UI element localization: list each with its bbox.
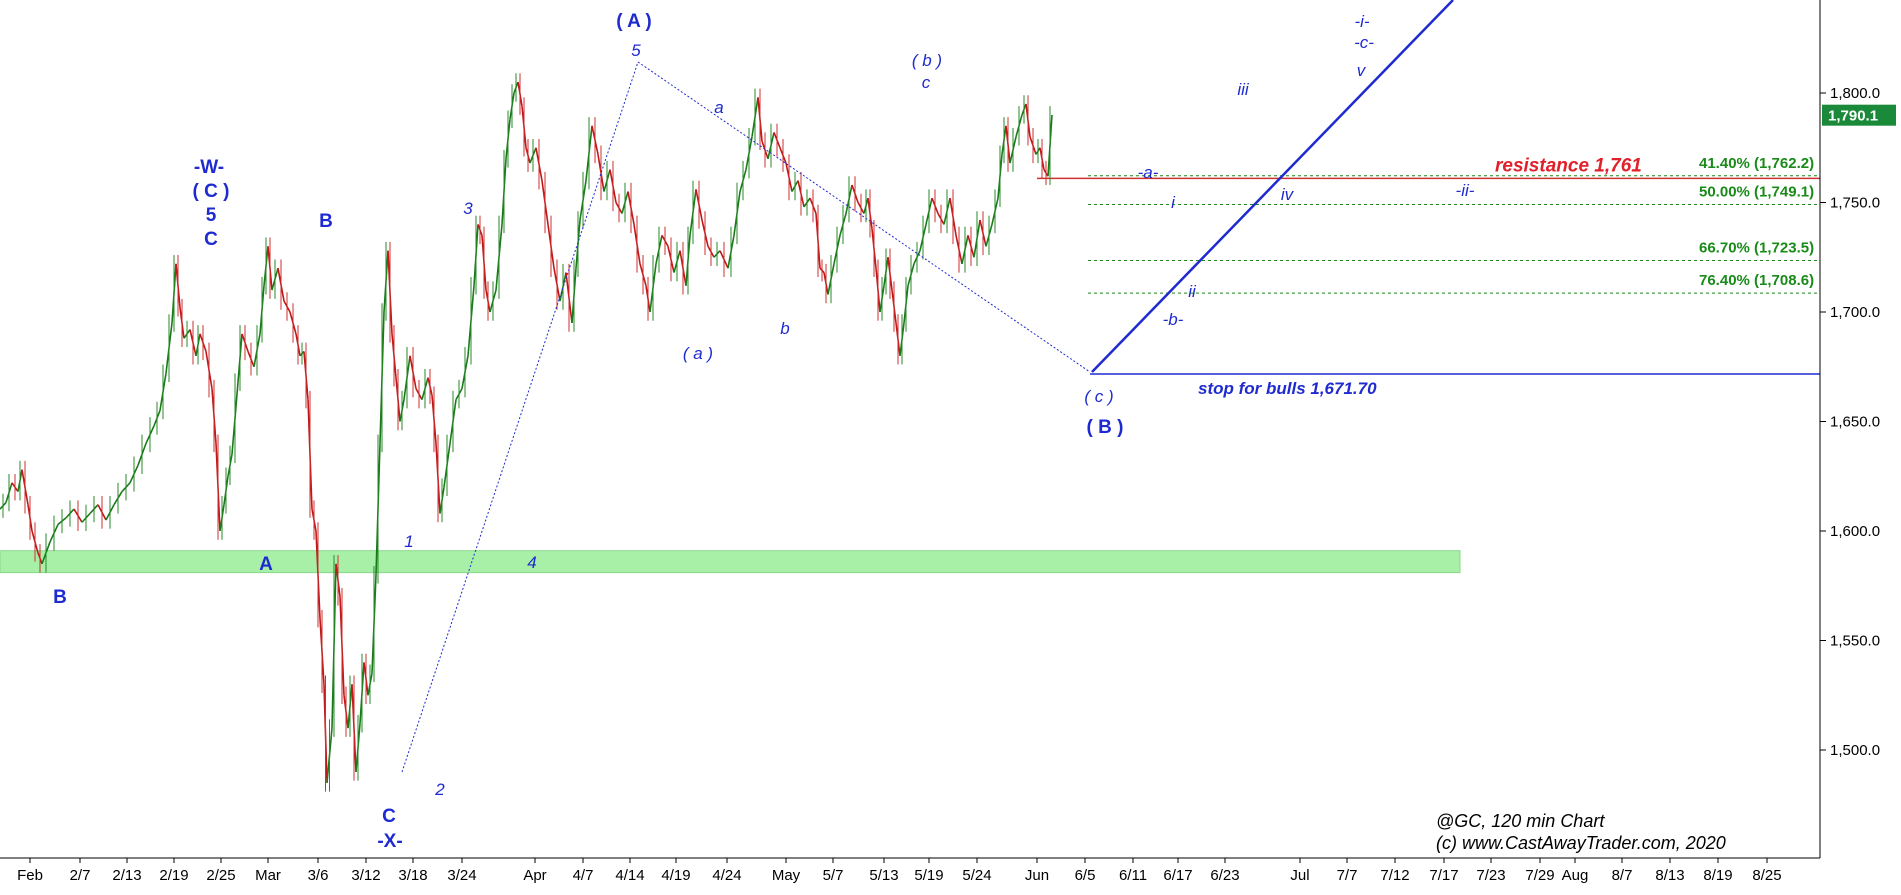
wave-label: a [714, 98, 723, 117]
wave-label: A [259, 554, 273, 575]
wave-label: C [204, 229, 218, 250]
x-tick-label: 4/19 [661, 867, 690, 884]
wave-label: ii [1188, 282, 1197, 301]
y-tick-label: 1,600.0 [1830, 523, 1880, 540]
wave-label: v [1357, 61, 1367, 80]
wave-label: 5 [631, 41, 641, 60]
x-tick-label: 6/5 [1075, 867, 1096, 884]
wave-label: ( B ) [1087, 417, 1124, 438]
wave-label: ( b ) [912, 51, 942, 70]
wave-label: 2 [434, 780, 445, 799]
resistance-label: resistance 1,761 [1495, 155, 1642, 176]
wave-label: -X- [377, 831, 402, 852]
wave-label: ( c ) [1084, 387, 1113, 406]
wave-label: 1 [404, 532, 413, 551]
x-tick-label: Aug [1562, 867, 1589, 884]
copyright-label: (c) www.CastAwayTrader.com, 2020 [1436, 833, 1726, 853]
x-tick-label: 2/19 [159, 867, 188, 884]
wave-label: c [922, 73, 931, 92]
wave-label: ( a ) [683, 344, 713, 363]
x-tick-label: 3/6 [308, 867, 329, 884]
fib-label: 50.00% (1,749.1) [1699, 183, 1814, 200]
x-tick-label: 5/13 [869, 867, 898, 884]
wave-label: -W- [194, 157, 224, 178]
wave-label: -c- [1354, 33, 1374, 52]
x-tick-label: 2/25 [206, 867, 235, 884]
fib-label: 41.40% (1,762.2) [1699, 155, 1814, 172]
dotted-trend-up [401, 61, 639, 773]
y-tick-label: 1,800.0 [1830, 85, 1880, 102]
last-price-label: 1,790.1 [1828, 108, 1878, 125]
last-price-badge [1822, 104, 1896, 126]
x-tick-label: 7/7 [1337, 867, 1358, 884]
x-tick-label: 8/19 [1703, 867, 1732, 884]
x-tick-label: Feb [17, 867, 43, 884]
x-tick-label: 2/13 [112, 867, 141, 884]
y-tick-label: 1,550.0 [1830, 633, 1880, 650]
wave-label: -ii- [1456, 181, 1475, 200]
x-tick-label: 8/25 [1752, 867, 1781, 884]
x-tick-label: 3/18 [398, 867, 427, 884]
x-tick-label: 5/24 [962, 867, 991, 884]
x-tick-label: May [772, 867, 801, 884]
wave-label: iii [1237, 80, 1250, 99]
x-tick-label: 3/24 [447, 867, 476, 884]
wave-label: 4 [527, 553, 536, 572]
y-tick-label: 1,500.0 [1830, 742, 1880, 759]
y-tick-label: 1,650.0 [1830, 414, 1880, 431]
x-tick-label: 7/29 [1525, 867, 1554, 884]
x-tick-label: Mar [255, 867, 281, 884]
wave-label: -b- [1163, 310, 1184, 329]
wave-label: 3 [463, 199, 473, 218]
x-tick-label: 6/23 [1210, 867, 1239, 884]
wave-label: C [382, 806, 396, 827]
y-tick-label: 1,750.0 [1830, 195, 1880, 212]
wave-label: -a- [1138, 163, 1159, 182]
wave-label: B [53, 587, 67, 608]
x-tick-label: 6/17 [1163, 867, 1192, 884]
wave-label: -i- [1354, 12, 1369, 31]
x-tick-label: 7/12 [1380, 867, 1409, 884]
x-tick-label: 8/13 [1655, 867, 1684, 884]
dotted-trend-down [637, 61, 1091, 373]
wave-label: iv [1281, 185, 1295, 204]
uptrend-line [1091, 0, 1454, 373]
x-tick-label: Jul [1290, 867, 1309, 884]
x-tick-label: 8/7 [1612, 867, 1633, 884]
wave-label: B [319, 211, 333, 232]
wave-label: 5 [206, 205, 217, 226]
x-tick-label: 5/19 [914, 867, 943, 884]
x-tick-label: 7/17 [1429, 867, 1458, 884]
wave-label: i [1171, 193, 1176, 212]
x-tick-label: 2/7 [70, 867, 91, 884]
x-tick-label: 6/11 [1119, 867, 1147, 884]
wave-label: ( A ) [616, 11, 652, 32]
stop-label: stop for bulls 1,671.70 [1198, 379, 1377, 398]
x-tick-label: 5/7 [823, 867, 844, 884]
x-tick-label: 7/23 [1476, 867, 1505, 884]
x-tick-label: Apr [523, 867, 546, 884]
fib-label: 76.40% (1,708.6) [1699, 272, 1814, 289]
x-tick-label: 3/12 [351, 867, 380, 884]
y-tick-label: 1,700.0 [1830, 304, 1880, 321]
x-tick-label: Jun [1025, 867, 1049, 884]
x-tick-label: 4/7 [573, 867, 594, 884]
wave-label: b [780, 319, 789, 338]
x-tick-label: 4/24 [712, 867, 741, 884]
x-tick-label: 4/14 [615, 867, 644, 884]
support-zone [0, 550, 1461, 574]
wave-label: ( C ) [193, 181, 230, 202]
fib-label: 66.70% (1,723.5) [1699, 240, 1814, 257]
instrument-label: @GC, 120 min Chart [1436, 811, 1605, 831]
